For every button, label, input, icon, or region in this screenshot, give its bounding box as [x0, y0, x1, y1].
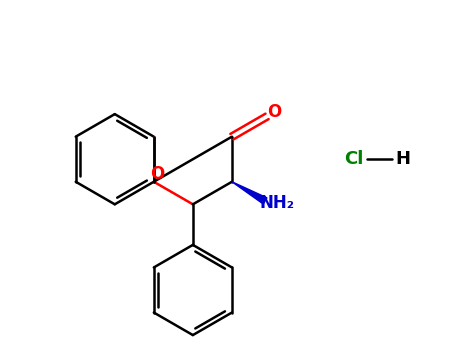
Text: O: O	[267, 103, 281, 121]
Text: Cl: Cl	[344, 150, 364, 168]
Text: NH₂: NH₂	[259, 194, 294, 212]
Text: O: O	[150, 164, 165, 183]
Text: H: H	[396, 150, 411, 168]
Polygon shape	[232, 182, 267, 204]
